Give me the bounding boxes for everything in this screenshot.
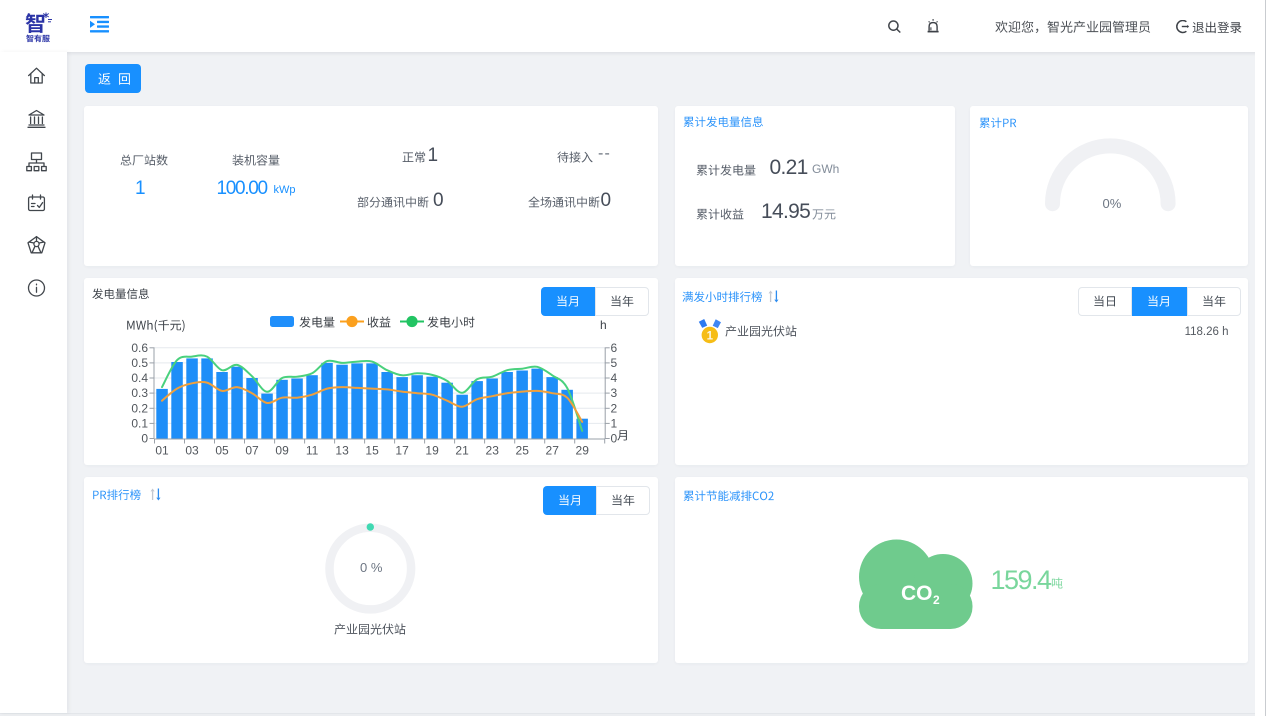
svg-text:11: 11 bbox=[306, 444, 319, 458]
svg-text:0.1: 0.1 bbox=[131, 416, 148, 430]
svg-text:05: 05 bbox=[215, 444, 229, 458]
svg-text:2: 2 bbox=[933, 593, 940, 607]
svg-text:21: 21 bbox=[455, 444, 469, 458]
svg-text:17: 17 bbox=[395, 444, 409, 458]
svg-text:6: 6 bbox=[611, 341, 618, 355]
svg-text:1: 1 bbox=[611, 416, 618, 430]
svg-text:23: 23 bbox=[486, 444, 500, 458]
svg-text:0.5: 0.5 bbox=[131, 356, 148, 370]
svg-text:07: 07 bbox=[245, 444, 259, 458]
svg-text:2: 2 bbox=[611, 401, 618, 415]
svg-text:25: 25 bbox=[516, 444, 530, 458]
svg-text:4: 4 bbox=[611, 371, 618, 385]
svg-text:0.2: 0.2 bbox=[131, 401, 148, 415]
svg-text:0: 0 bbox=[141, 432, 148, 446]
svg-text:0: 0 bbox=[611, 432, 618, 446]
svg-text:19: 19 bbox=[425, 444, 439, 458]
svg-text:0.6: 0.6 bbox=[131, 341, 148, 355]
svg-text:03: 03 bbox=[185, 444, 199, 458]
svg-text:1: 1 bbox=[707, 330, 714, 342]
svg-text:0.3: 0.3 bbox=[131, 386, 148, 400]
svg-text:15: 15 bbox=[365, 444, 379, 458]
svg-text:27: 27 bbox=[546, 444, 560, 458]
svg-text:09: 09 bbox=[275, 444, 289, 458]
svg-text:29: 29 bbox=[576, 444, 590, 458]
svg-text:01: 01 bbox=[155, 444, 169, 458]
svg-text:5: 5 bbox=[611, 356, 618, 370]
svg-text:CO: CO bbox=[901, 582, 933, 605]
svg-text:13: 13 bbox=[335, 444, 349, 458]
svg-text:0.4: 0.4 bbox=[131, 371, 148, 385]
svg-text:3: 3 bbox=[611, 386, 618, 400]
